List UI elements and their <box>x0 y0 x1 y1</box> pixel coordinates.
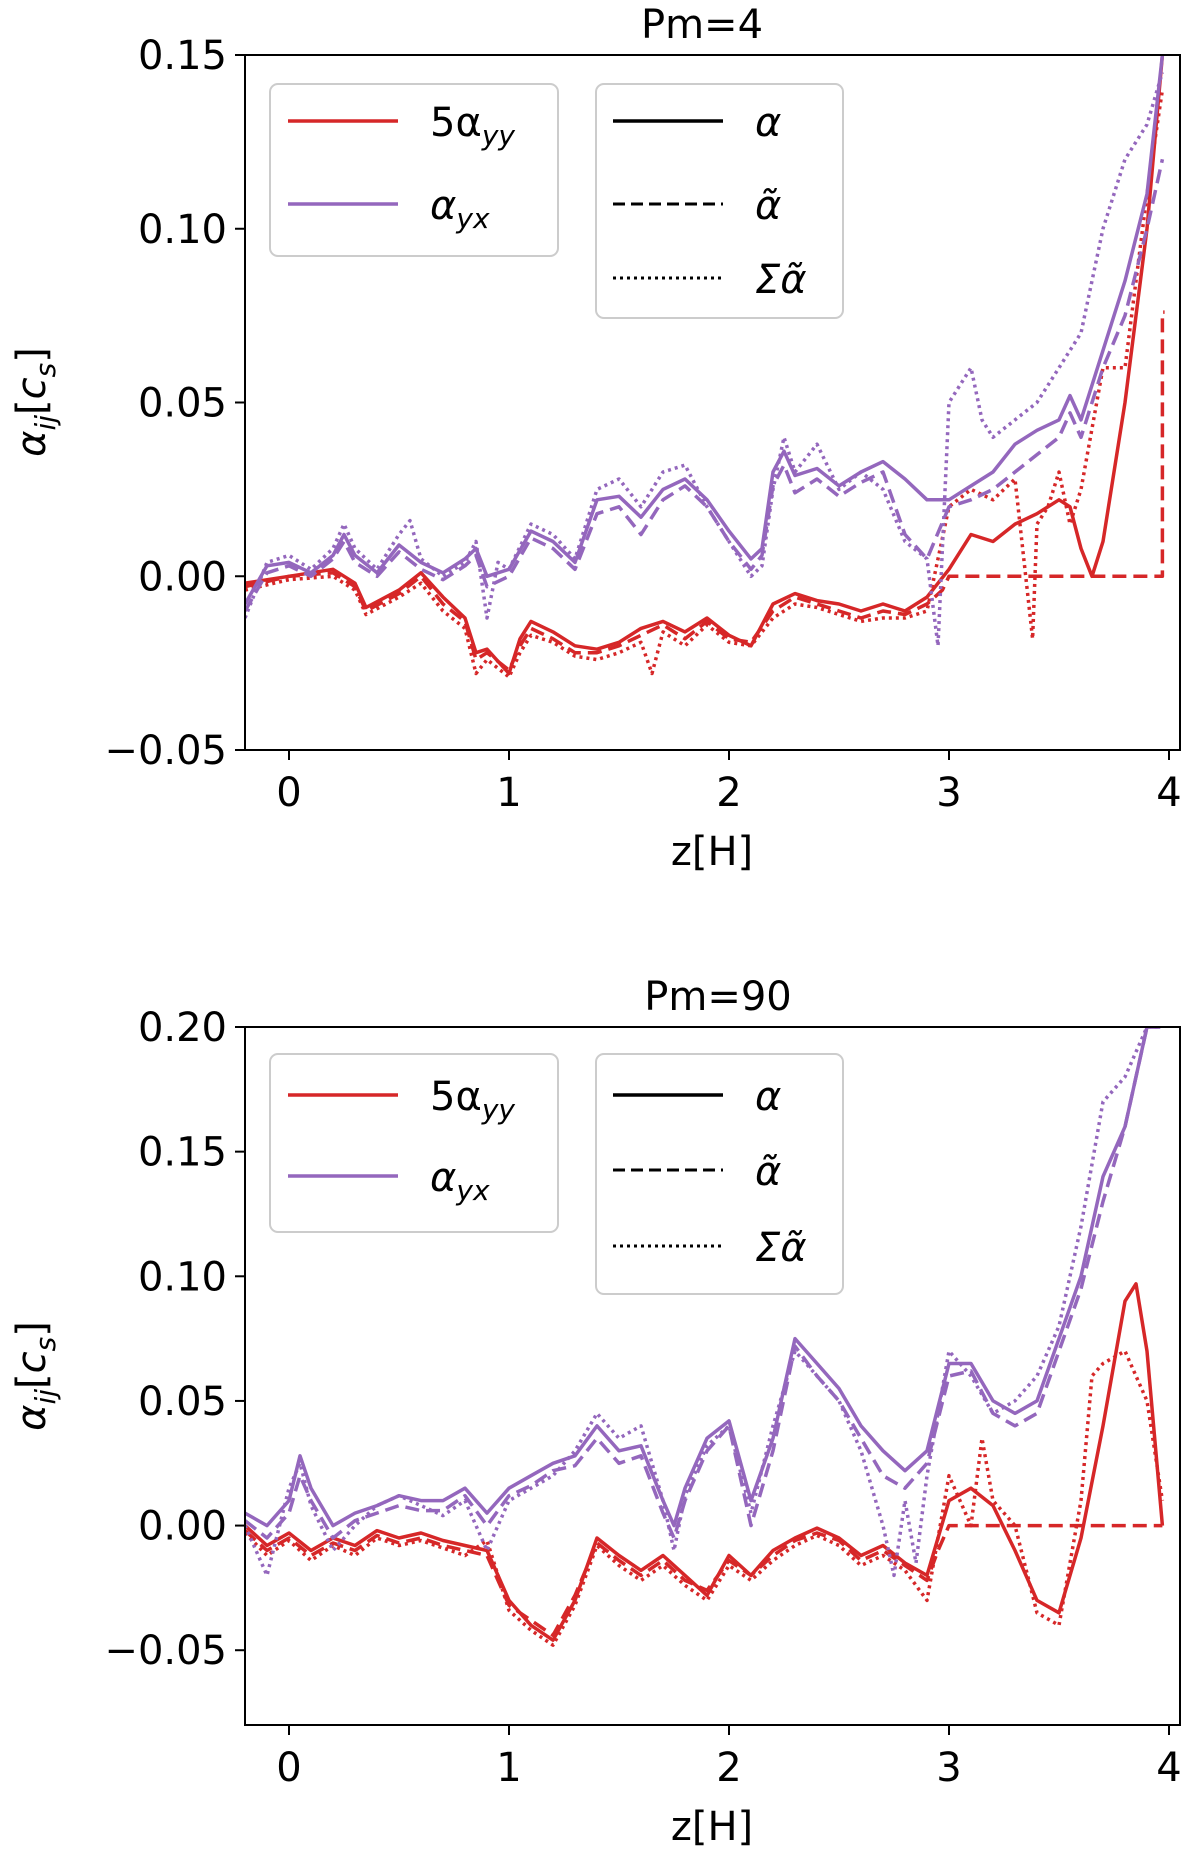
legend-colors: 5αyy αyx <box>269 1053 559 1233</box>
legend-label-sub: yx <box>455 202 490 235</box>
y-axis-label: αij[cs] <box>9 347 62 457</box>
y-tick-label: 0.15 <box>138 33 227 79</box>
x-tick-label: 2 <box>716 770 741 816</box>
y-ticks: −0.05 0.00 0.05 0.10 0.15 0.20 <box>104 1005 245 1674</box>
y-label-sub: ij <box>29 415 62 431</box>
series-line-1 <box>245 310 1165 672</box>
y-label-bracket-close: ] <box>9 347 55 363</box>
y-tick-label: 0.00 <box>138 554 227 600</box>
legend-styles: α α̃ Σα̃ <box>595 1053 844 1295</box>
chart-title: Pm=4 <box>641 2 763 48</box>
legend-label-dotted: Σα̃ <box>755 257 807 303</box>
legend-label-sub: yx <box>455 1174 490 1207</box>
x-tick-label: 0 <box>276 770 301 816</box>
y-tick-label: 0.15 <box>138 1130 227 1176</box>
y-label-bracket-open: [ <box>9 1373 55 1389</box>
x-axis-label: z[H] <box>671 829 753 875</box>
y-tick-label: 0.05 <box>138 1379 227 1425</box>
legend-colors: 5αyy αyx <box>269 83 559 257</box>
series-line-4 <box>245 158 1165 612</box>
legend-label-solid: α <box>755 100 781 146</box>
legend-label-solid: α <box>755 1074 781 1120</box>
legend-label-yx: αyx <box>430 1155 490 1207</box>
series-line-1 <box>245 1523 1163 1638</box>
x-tick-label: 1 <box>496 770 521 816</box>
y-tick-label: −0.05 <box>104 1628 227 1674</box>
y-axis-label: αij[cs] <box>9 1321 62 1431</box>
x-tick-label: 2 <box>716 1745 741 1791</box>
y-label-unit: c <box>9 377 55 399</box>
y-ticks: −0.05 0.00 0.05 0.10 0.15 <box>104 33 245 774</box>
legend-label-dotted: Σα̃ <box>755 1225 807 1271</box>
y-label-bracket-close: ] <box>9 1321 55 1337</box>
y-label-bracket-open: [ <box>9 399 55 415</box>
legend-label-main: α <box>430 183 456 229</box>
x-ticks: 0 1 2 3 4 <box>276 750 1182 816</box>
series-line-3 <box>245 55 1165 605</box>
y-tick-label: 0.20 <box>138 1005 227 1051</box>
y-tick-label: 0.10 <box>138 207 227 253</box>
x-axis-label: z[H] <box>671 1804 753 1850</box>
legend-label-dashed: α̃ <box>755 1149 781 1195</box>
y-tick-label: 0.10 <box>138 1254 227 1300</box>
legend-label-sub: yy <box>481 119 516 152</box>
legend-styles: α α̃ Σα̃ <box>595 83 844 319</box>
legend-box <box>269 1053 559 1233</box>
y-label-base: α <box>9 1405 55 1431</box>
legend-box <box>269 83 559 257</box>
y-tick-label: −0.05 <box>104 728 227 774</box>
legend-label-yy: 5αyy <box>430 1074 515 1126</box>
y-label-unit-sub: s <box>29 363 62 378</box>
x-tick-label: 4 <box>1156 1745 1181 1791</box>
series-line-2 <box>245 89 1165 679</box>
legend-label-dashed: α̃ <box>755 183 781 229</box>
x-ticks: 0 1 2 3 4 <box>276 1725 1182 1791</box>
y-label-unit: c <box>9 1351 55 1373</box>
x-tick-label: 3 <box>936 1745 961 1791</box>
legend-label-sub: yy <box>481 1093 516 1126</box>
y-label-base: α <box>9 431 55 457</box>
series-line-0 <box>245 55 1165 676</box>
series-line-2 <box>245 1349 1165 1647</box>
series-line-5 <box>245 1027 1161 1578</box>
legend-label-yy: 5αyy <box>430 100 515 152</box>
legend-label-main: 5α <box>430 100 482 146</box>
y-label-unit-sub: s <box>29 1337 62 1352</box>
y-tick-label: 0.05 <box>138 381 227 427</box>
x-tick-label: 1 <box>496 1745 521 1791</box>
series-line-5 <box>245 71 1165 648</box>
panel-pm90: Pm=90 −0.05 0.00 0.05 0.10 0.15 0.20 0 1 2 3 4 z[… <box>9 974 1182 1850</box>
legend-label-main: α <box>430 1155 456 1201</box>
legend-box <box>595 1053 844 1295</box>
series-group <box>245 55 1165 679</box>
chart-title: Pm=90 <box>644 974 792 1020</box>
plot-frame <box>244 1026 1181 1726</box>
y-label-sub: ij <box>29 1389 62 1405</box>
series-line-4 <box>245 1027 1161 1540</box>
x-tick-label: 3 <box>936 770 961 816</box>
legend-label-yx: αyx <box>430 183 490 235</box>
x-tick-label: 0 <box>276 1745 301 1791</box>
series-group <box>245 1027 1165 1647</box>
legend-box <box>595 83 844 319</box>
legend-label-main: 5α <box>430 1074 482 1120</box>
x-tick-label: 4 <box>1156 770 1181 816</box>
y-tick-label: 0.00 <box>138 1504 227 1550</box>
